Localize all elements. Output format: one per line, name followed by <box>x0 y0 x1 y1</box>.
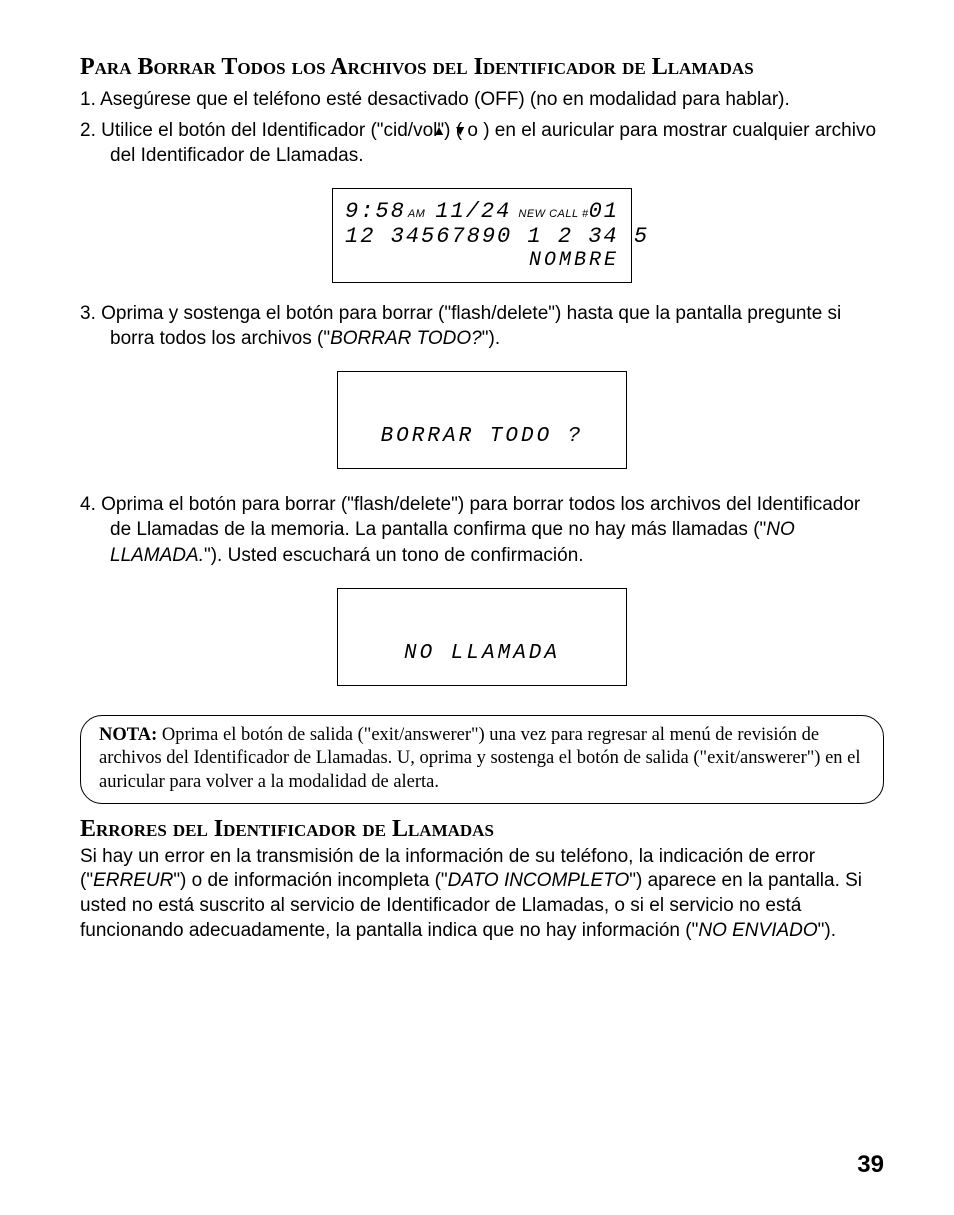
lcd-caller-name: NOMBRE <box>529 249 619 272</box>
lcd-phone-number: 12 34567890 1 2 34 5 <box>345 224 649 249</box>
note-box: NOTA: Oprima el botón de salida ("exit/a… <box>80 715 884 804</box>
para-d: "). <box>818 920 836 941</box>
step-3: 3. Oprima y sostenga el botón para borra… <box>80 301 884 351</box>
lcd-ampm: AM <box>408 208 426 220</box>
para-b: ") o de información incompleta (" <box>173 870 447 891</box>
step-3-term: BORRAR TODO? <box>330 328 482 349</box>
steps-list-3: 4. Oprima el botón para borrar ("flash/d… <box>80 492 884 567</box>
section-heading-errors: Errores del Identificador de Llamadas <box>80 816 884 843</box>
step-2-text-a: 2. Utilice el botón del Identificador ("… <box>80 120 462 141</box>
section-heading-delete-all: Para Borrar Todos los Archivos del Ident… <box>80 54 884 81</box>
errors-paragraph: Si hay un error en la transmisión de la … <box>80 845 884 944</box>
lcd-date: 11/24 <box>435 199 511 224</box>
steps-list: 1. Asegúrese que el teléfono esté desact… <box>80 87 884 168</box>
step-4-text-b: "). Usted escuchará un tono de confirmac… <box>204 545 584 566</box>
note-label: NOTA: <box>99 725 157 745</box>
step-2: 2. Utilice el botón del Identificador ("… <box>80 118 884 168</box>
page-number: 39 <box>857 1151 884 1179</box>
term-erreur: ERREUR <box>93 870 173 891</box>
steps-list-2: 3. Oprima y sostenga el botón para borra… <box>80 301 884 351</box>
step-3-text-b: "). <box>482 328 500 349</box>
lcd-display-no-call: NO LLAMADA <box>337 588 627 686</box>
term-dato-incompleto: DATO INCOMPLETO <box>448 870 630 891</box>
term-no-enviado: NO ENVIADO <box>698 920 817 941</box>
step-4: 4. Oprima el botón para borrar ("flash/d… <box>80 492 884 567</box>
lcd-newcall-num: 01 <box>589 199 619 224</box>
step-4-text-a: 4. Oprima el botón para borrar ("flash/d… <box>80 494 860 540</box>
step-1: 1. Asegúrese que el teléfono esté desact… <box>80 87 884 112</box>
lcd-display-caller-id: 9:58 AM 11/24 NEW CALL #01 12 34567890 1… <box>332 188 632 283</box>
lcd-display-delete-prompt: BORRAR TODO ? <box>337 371 627 469</box>
lcd-nocall-text: NO LLAMADA <box>338 642 626 665</box>
lcd-time: 9:58 <box>345 199 406 224</box>
lcd-delete-text: BORRAR TODO ? <box>338 425 626 448</box>
lcd-newcall-label: NEW CALL # <box>518 208 588 220</box>
note-text: Oprima el botón de salida ("exit/answere… <box>99 725 861 792</box>
